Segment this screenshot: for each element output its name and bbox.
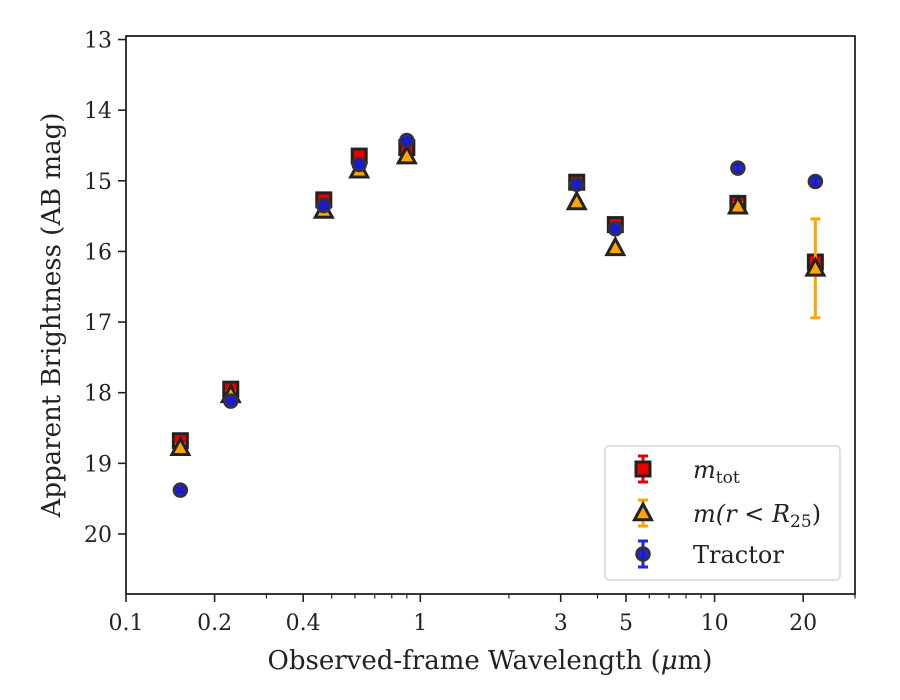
point-mr25 [565, 189, 588, 211]
point-mr25 [604, 235, 627, 257]
legend-marker-mr25 [631, 500, 655, 522]
y-tick-label: 19 [84, 452, 112, 477]
x-tick-label: 10 [701, 611, 729, 636]
x-tick-label: 0.1 [109, 611, 144, 636]
series-tractor [172, 132, 824, 498]
series-mtot [171, 139, 824, 450]
point-tractor [607, 221, 624, 237]
point-tractor [568, 176, 585, 193]
y-tick-label: 20 [84, 523, 112, 548]
point-tractor [351, 156, 367, 173]
data-marks [169, 132, 827, 498]
legend-label-mr25: m(r < R25) [693, 500, 821, 532]
y-axis-label: Apparent Brightness (AB mag) [37, 113, 67, 519]
point-tractor [316, 197, 332, 214]
point-tractor [730, 160, 746, 176]
series-mr25 [169, 143, 827, 457]
y-tick-label: 14 [84, 99, 112, 124]
plot-frame [125, 35, 856, 595]
point-tractor [223, 393, 239, 409]
point-mr25 [395, 143, 418, 165]
point-mr25 [169, 435, 192, 457]
point-tractor [399, 132, 415, 149]
legend-marker-mtot [634, 460, 652, 478]
y-axis: 13 14 15 16 17 18 19 20 [84, 29, 126, 548]
y-tick-label: 17 [84, 311, 112, 336]
y-tick-label: 16 [84, 240, 112, 265]
y-tick-label: 13 [84, 29, 112, 54]
x-tick-label: 5 [619, 611, 633, 636]
x-tick-label: 1 [413, 611, 427, 636]
legend-label-tractor: Tractor [693, 541, 784, 569]
y-tick-label: 15 [84, 170, 112, 195]
point-tractor [172, 482, 189, 498]
point-tractor [807, 173, 824, 190]
point-mr25 [726, 194, 749, 215]
x-axis-label: Observed-frame Wavelength (μm) [268, 646, 713, 676]
legend-marker-tractor [635, 546, 651, 562]
legend-box [604, 445, 841, 581]
x-axis: 0.1 0.2 0.4 1 3 5 10 20 [109, 594, 856, 636]
legend: mtot m(r < R25) Tractor [604, 445, 841, 581]
point-mr25 [804, 256, 827, 277]
x-tick-label: 0.2 [197, 611, 232, 636]
legend-label-mtot: mtot [693, 456, 740, 488]
plot-area-border [125, 35, 856, 595]
x-tick-label: 0.4 [286, 611, 321, 636]
y-tick-label: 18 [84, 382, 112, 407]
x-tick-label: 20 [789, 611, 817, 636]
x-tick-label: 3 [554, 611, 568, 636]
